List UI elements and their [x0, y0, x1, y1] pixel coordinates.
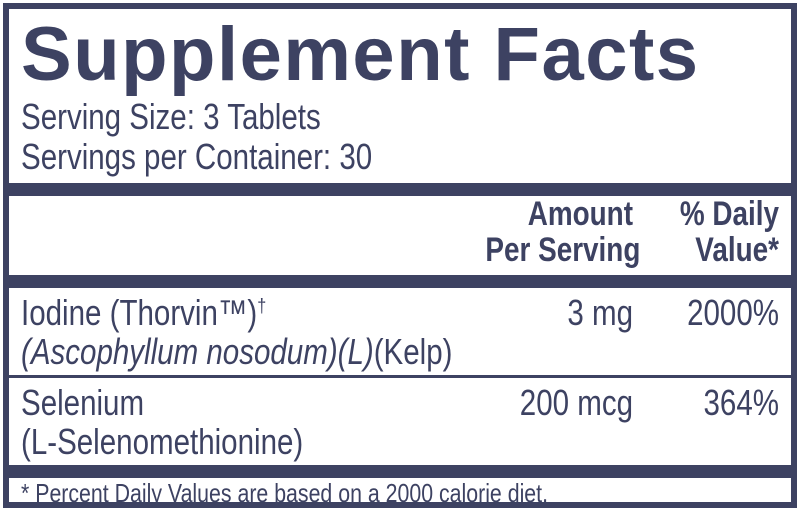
- ingredient-daily-value: 2000%: [687, 292, 779, 333]
- ingredient-source: (L-Selenomethionine): [21, 421, 304, 462]
- header-amount-per-serving: Amount Per Serving: [485, 195, 641, 269]
- daily-value-footnote: * Percent Daily Values are based on a 20…: [21, 478, 549, 508]
- column-headers: Amount Per Serving % Daily Value*: [9, 196, 791, 275]
- header-percent-daily-value: % Daily Value*: [679, 195, 779, 269]
- dagger-mark: †: [257, 295, 267, 317]
- ingredient-source: (Ascophyllum nosodum)(L)(Kelp): [21, 331, 453, 372]
- divider-bar-bottom: [9, 465, 791, 478]
- ingredient-daily-value: 364%: [703, 382, 779, 423]
- ingredient-name: Iodine (Thorvin™)†: [21, 292, 267, 333]
- ingredient-name: Selenium: [21, 382, 145, 423]
- servings-per-container: Servings per Container: 30: [21, 136, 373, 177]
- ingredient-row-iodine: Iodine (Thorvin™)† 3 mg 2000% (Ascophyll…: [9, 288, 791, 375]
- footnote-section: * Percent Daily Values are based on a 20…: [9, 478, 791, 508]
- supplement-facts-panel: Supplement Facts Serving Size: 3 Tablets…: [3, 3, 797, 508]
- divider-bar-top: [9, 183, 791, 196]
- serving-info: Serving Size: 3 Tablets Servings per Con…: [9, 95, 791, 183]
- ingredient-row-selenium: Selenium 200 mcg 364% (L-Selenomethionin…: [9, 378, 791, 465]
- ingredient-amount: 3 mg: [567, 292, 633, 333]
- divider-bar-header: [9, 275, 791, 288]
- panel-title: Supplement Facts: [21, 12, 700, 97]
- ingredient-amount: 200 mcg: [519, 382, 633, 423]
- row-divider-rule: [9, 375, 791, 378]
- serving-size: Serving Size: 3 Tablets: [21, 96, 321, 137]
